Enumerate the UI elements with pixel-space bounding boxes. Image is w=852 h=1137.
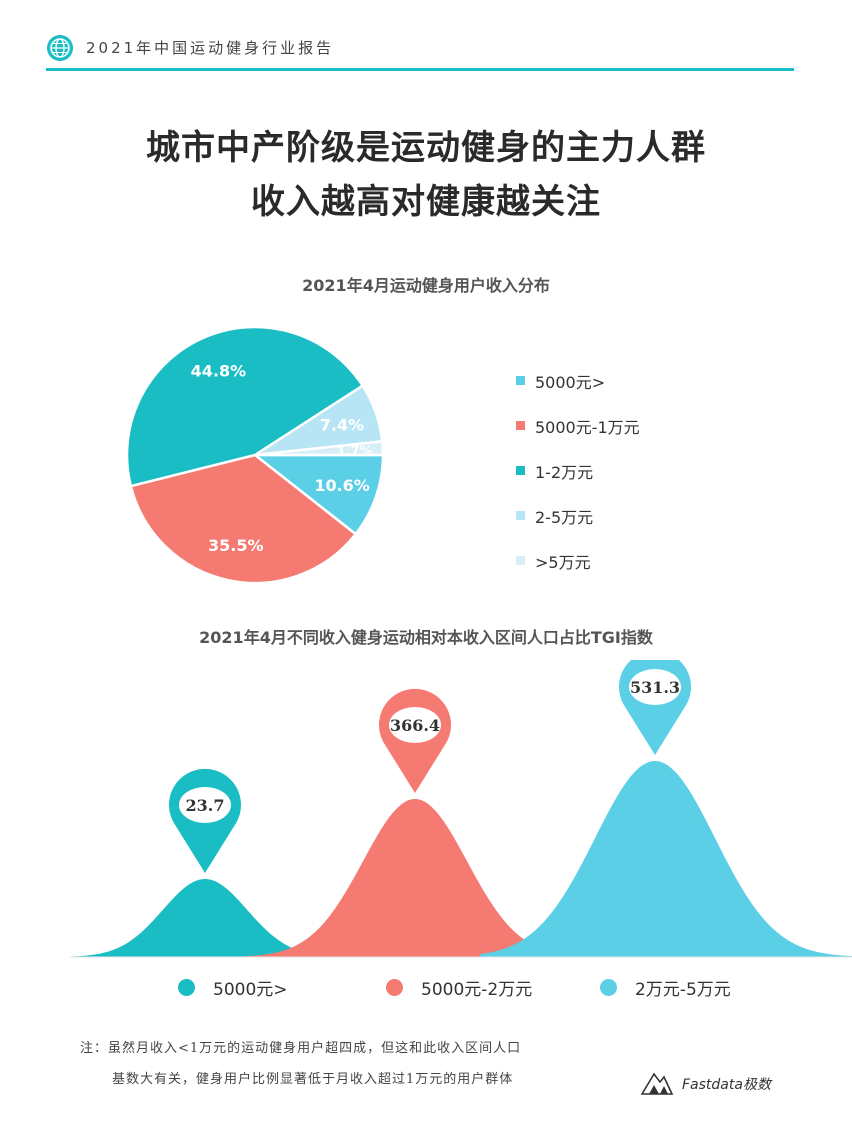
footnote-line1: 注：虽然月收入<1万元的运动健身用户超四成，但这和此收入区间人口	[80, 1041, 522, 1056]
legend-swatch	[516, 556, 525, 565]
legend-dot	[178, 979, 195, 996]
tgi-value-label: 531.3	[630, 678, 680, 697]
legend-item: 5000元-1万元	[516, 403, 640, 448]
page-title-line1: 城市中产阶级是运动健身的主力人群	[146, 128, 706, 168]
tgi-legend-item: 2万元-5万元	[600, 975, 731, 1000]
legend-label: 5000元-1万元	[535, 417, 640, 437]
pie-legend: 5000元> 5000元-1万元 1-2万元 2-5万元 >5万元	[516, 358, 640, 583]
pie-slice	[254, 439, 385, 457]
pie-slice-label: 7.4%	[320, 415, 364, 434]
tgi-chart-title: 2021年4月不同收入健身运动相对本收入区间人口占比TGI指数	[199, 628, 653, 647]
tgi-bell-chart: 23.7 366.4 531.3	[70, 660, 852, 958]
legend-item: >5万元	[516, 538, 640, 583]
tgi-bell-area	[240, 799, 590, 957]
legend-label: 2万元-5万元	[635, 980, 731, 1000]
legend-swatch	[516, 511, 525, 520]
legend-label: 5000元-2万元	[421, 980, 533, 1000]
legend-swatch	[516, 376, 525, 385]
tgi-bell-area	[70, 879, 340, 957]
tgi-legend-item: 5000元>	[178, 975, 288, 1000]
tgi-bell-area	[480, 761, 852, 957]
tgi-value-label: 366.4	[390, 716, 440, 735]
legend-swatch	[516, 466, 525, 475]
legend-label: 5000元>	[535, 372, 606, 392]
legend-dot	[386, 979, 403, 996]
mountain-logo-icon	[640, 1072, 674, 1095]
pie-slice	[251, 453, 385, 536]
brand-text: Fastdata极数	[682, 1077, 771, 1093]
legend-label: 2-5万元	[535, 507, 594, 527]
tgi-legend-item: 5000元-2万元	[386, 975, 532, 1000]
legend-swatch	[516, 421, 525, 430]
footnote-line2: 基数大有关，健身用户比例显著低于月收入超过1万元的用户群体	[112, 1072, 514, 1087]
legend-item: 2-5万元	[516, 493, 640, 538]
pie-chart-title: 2021年4月运动健身用户收入分布	[302, 276, 550, 295]
legend-label: 5000元>	[213, 980, 288, 1000]
pie-slice	[125, 325, 365, 488]
report-header: 2021年中国运动健身行业报告	[46, 32, 794, 72]
header-divider	[46, 68, 794, 71]
pie-slice	[129, 453, 358, 585]
tgi-value-pin: 23.7	[169, 768, 242, 873]
legend-label: >5万元	[535, 552, 591, 572]
pie-slice-label: 1.7%	[337, 445, 373, 460]
legend-item: 1-2万元	[516, 448, 640, 493]
brand-logo: Fastdata极数	[640, 1066, 800, 1102]
header-text: 2021年中国运动健身行业报告	[86, 39, 335, 57]
legend-item: 5000元>	[516, 358, 640, 403]
legend-dot	[600, 979, 617, 996]
pie-slice-label: 44.8%	[191, 361, 247, 380]
tgi-value-label: 23.7	[186, 796, 225, 815]
pie-slice-label: 35.5%	[208, 536, 264, 555]
tgi-value-pin: 366.4	[378, 688, 451, 793]
income-pie-chart: 10.6% 35.5% 44.8% 7.4% 1.7%	[125, 325, 385, 585]
pie-slice-label: 10.6%	[314, 476, 370, 495]
globe-icon	[47, 35, 73, 61]
tgi-value-pin: 531.3	[619, 660, 691, 755]
page-title-line2: 收入越高对健康越关注	[251, 182, 601, 222]
legend-label: 1-2万元	[535, 462, 594, 482]
